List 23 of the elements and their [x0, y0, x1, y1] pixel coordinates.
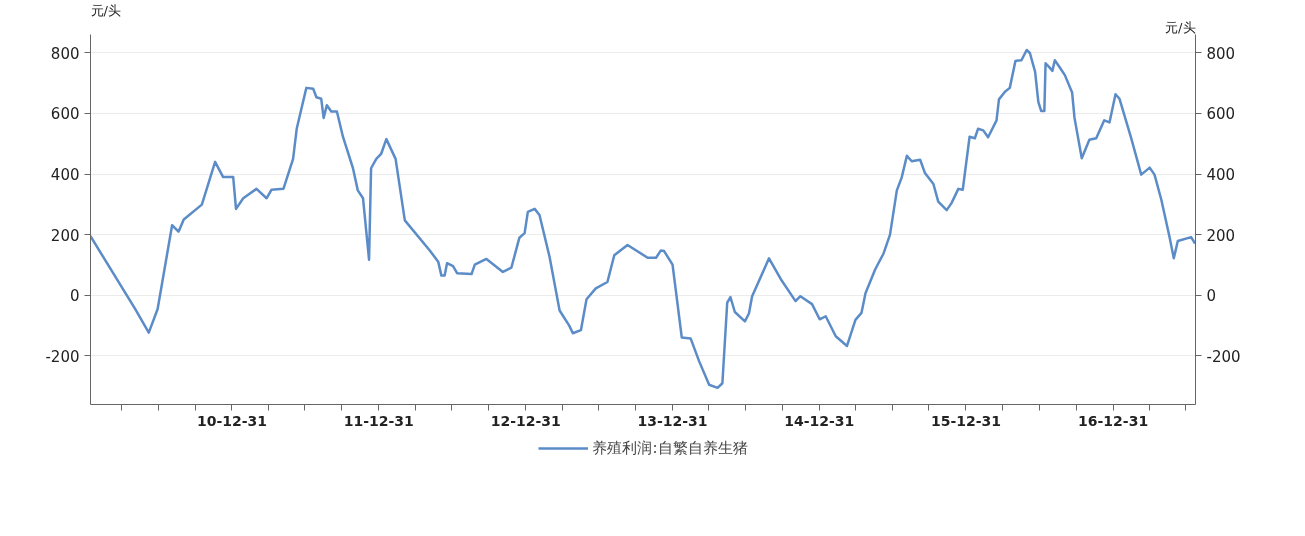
x-tick-label: 14-12-31	[784, 412, 855, 429]
line-series	[90, 48, 1196, 390]
y2-tick-label: 600	[1206, 105, 1236, 124]
y2-tick-label: 0	[1206, 287, 1217, 306]
y2-axis-title: 元/头	[1165, 19, 1196, 35]
y-tick-label: 0	[69, 287, 80, 306]
x-tick-label: 11-12-31	[343, 412, 414, 429]
x-tick-label: 10-12-31	[196, 412, 268, 429]
x-tick-label: 16-12-31	[1078, 412, 1149, 429]
y-tick-label: 400	[50, 166, 80, 185]
y-axis-title: 元/头	[90, 2, 121, 18]
y2-tick-label: 200	[1206, 226, 1236, 245]
y2-tick-label: 400	[1206, 166, 1236, 185]
y-tick-label: 200	[50, 226, 80, 245]
y-tick-label: -200	[45, 347, 80, 366]
y-tick-label: 600	[50, 105, 80, 124]
legend-label: 养殖利润:自繁自养生猪	[592, 438, 748, 458]
x-tick-label: 12-12-31	[490, 412, 561, 429]
y2-tick-label: -200	[1206, 347, 1241, 366]
y2-tick-label: 800	[1206, 44, 1236, 63]
x-tick-label: 13-12-31	[637, 412, 708, 429]
y-tick-label: 800	[50, 44, 80, 63]
x-tick-label: 15-12-31	[930, 412, 1002, 429]
